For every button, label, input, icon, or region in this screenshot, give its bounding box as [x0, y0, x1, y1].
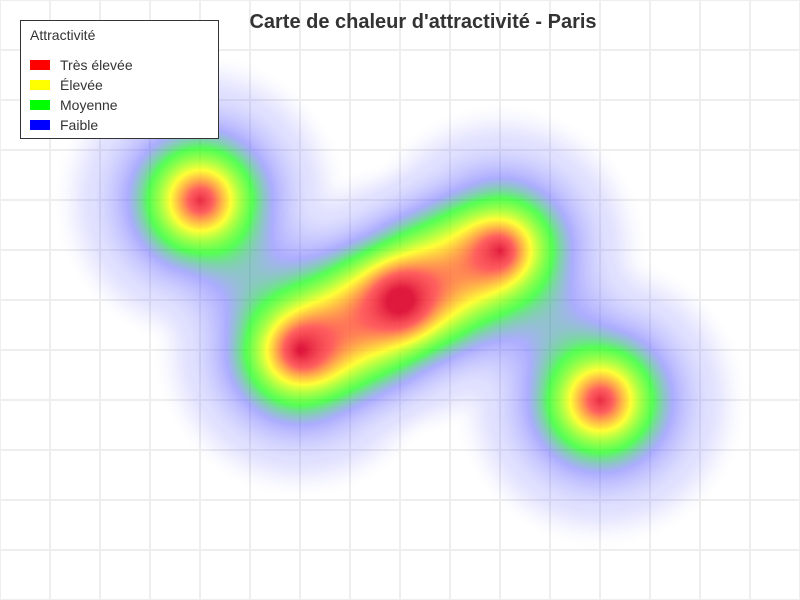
- legend-swatch-yellow: [30, 80, 50, 90]
- legend-item-very-high: Très élevée: [30, 57, 133, 73]
- legend-swatch-blue: [30, 120, 50, 130]
- legend-swatch-red: [30, 60, 50, 70]
- legend-label: Très élevée: [60, 57, 133, 73]
- legend-item-high: Élevée: [30, 77, 103, 93]
- legend-label: Élevée: [60, 77, 103, 93]
- legend-item-medium: Moyenne: [30, 97, 118, 113]
- legend-swatch-green: [30, 100, 50, 110]
- legend-title: Attractivité: [30, 27, 96, 43]
- legend-label: Faible: [60, 117, 99, 133]
- legend-label: Moyenne: [60, 97, 118, 113]
- map-title: Carte de chaleur d'attractivité - Paris: [249, 11, 597, 33]
- legend: Attractivité Très élevée Élevée Moyenne …: [20, 20, 219, 139]
- legend-item-low: Faible: [30, 117, 98, 133]
